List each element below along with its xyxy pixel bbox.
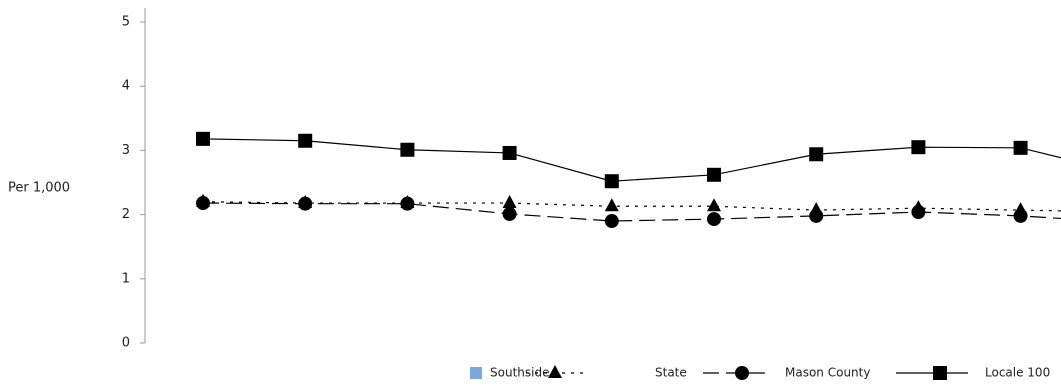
y-axis-label: Per 1,000 [8, 181, 70, 196]
marker [1013, 208, 1028, 223]
marker [502, 145, 517, 160]
marker [809, 208, 824, 223]
series-line [202, 138, 1061, 182]
y-tick-label: 0 [122, 336, 130, 351]
marker [911, 205, 926, 220]
legend-label: Locale 100 [985, 366, 1050, 380]
marker [604, 198, 619, 212]
series-line [202, 202, 1061, 222]
marker [911, 140, 926, 155]
marker [196, 131, 210, 146]
legend-marker [548, 365, 562, 378]
marker [707, 167, 721, 182]
legend-label: State [655, 366, 687, 380]
y-tick-label: 1 [122, 271, 130, 286]
legend-label: Mason County [785, 366, 870, 380]
series-line [202, 201, 1061, 212]
y-tick-label: 4 [122, 79, 130, 94]
legend-marker [735, 366, 749, 380]
y-tick-label: 3 [122, 143, 130, 158]
legend-swatch [470, 367, 482, 379]
legend-marker [933, 366, 947, 380]
marker [400, 142, 415, 157]
marker [604, 214, 619, 229]
marker [196, 196, 210, 211]
marker [707, 198, 721, 212]
marker [809, 147, 824, 162]
marker [502, 195, 517, 209]
marker [298, 196, 313, 211]
marker [1013, 140, 1028, 155]
marker [604, 174, 619, 189]
marker [400, 196, 415, 211]
marker [707, 212, 721, 227]
y-tick-label: 5 [122, 15, 130, 30]
y-tick-label: 2 [122, 207, 130, 222]
marker [502, 206, 517, 221]
marker [298, 133, 313, 148]
legend-label: Southside [490, 366, 549, 380]
